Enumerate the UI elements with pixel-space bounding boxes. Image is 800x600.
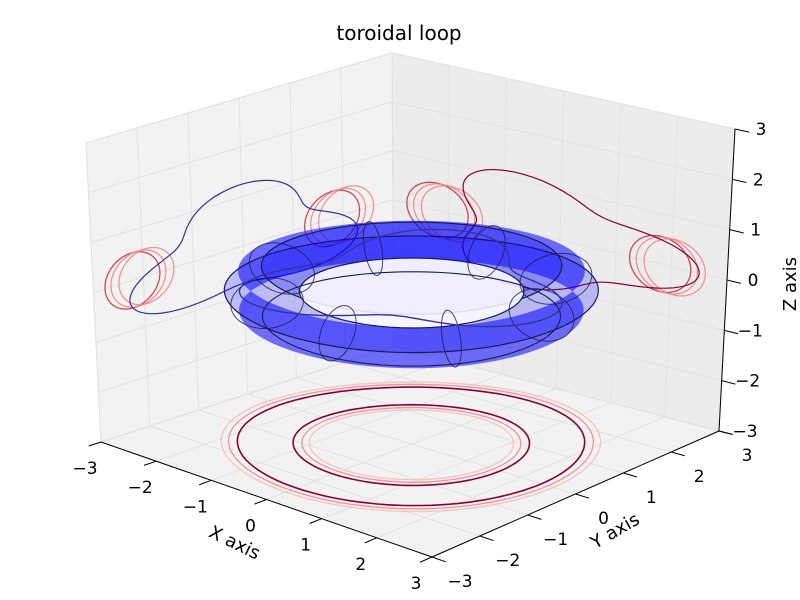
y-tick-mark [671,451,685,457]
z-tick-label: −1 [738,321,763,341]
ticks: −3 −2 −1 0 1 2 3 −3 −2 −1 0 1 2 3 −3 −2 −1 0 1 2 3 [72,120,766,594]
x-tick-mark [254,499,267,505]
torus-meridian [519,253,593,305]
y-tick-label: 0 [598,509,609,529]
y-tick-label: 3 [742,446,753,466]
xz-projection-ring [635,236,699,295]
torus-surface [223,220,599,369]
torus-meridian [363,220,384,277]
y-tick-mark [575,493,590,499]
yz-projection-ring [110,249,167,308]
z-tick-mark [729,229,744,234]
y-axis-label: Y axis [586,509,643,554]
grid-line-z [85,52,736,144]
torus-meridian [467,225,506,280]
x-tick-label: 2 [355,555,366,575]
z-tick-mark [734,128,750,133]
torus-meridian [440,309,462,368]
chart-title: toroidal loop [336,21,461,45]
floor-projection-ring [308,409,515,481]
x-tick-label: −2 [128,478,153,498]
xz-projection-ring [643,238,706,297]
z-tick-mark [721,380,736,385]
torus-body [238,220,585,369]
floor-projection-ring [227,383,595,510]
floor-projection-ring [236,386,586,507]
grid-lines [85,52,736,558]
xz-wall-projections [406,168,706,297]
floor-projection-ring [292,403,531,487]
x-tick-label: −1 [183,497,208,517]
y-tick-label: 1 [646,488,657,508]
z-tick-mark [732,178,747,184]
torus-meridian [248,242,316,295]
x-tick-label: 0 [245,517,256,537]
y-tick-label: −2 [495,551,520,571]
z-axis-label: Z axis [780,257,800,311]
y-tick-label: −1 [543,530,568,550]
z-tick-mark [718,430,733,436]
z-tick-label: 1 [750,221,761,241]
torus-meridian [230,277,304,330]
y-tick-mark [431,556,446,563]
loop-front [238,228,563,328]
y-tick-mark [623,472,638,478]
y-tick-mark [527,514,542,520]
y-tick-label: 2 [694,467,705,487]
z-tick-label: −2 [735,372,760,392]
yz-projection-ring [104,251,161,310]
z-tick-label: 2 [753,170,764,190]
x-tick-mark [309,518,322,524]
floor-projection-ring [220,381,602,513]
z-tick-label: 0 [748,271,759,291]
z-tick-label: 3 [756,120,767,140]
x-tick-label: −3 [72,459,97,479]
x-tick-mark [419,556,433,563]
z-tick-mark [724,329,739,335]
z-tick-label: −3 [732,422,757,442]
xz-projection-ring [628,234,692,294]
x-tick-mark [364,537,378,544]
loop-curve [238,228,563,328]
floor-projections [220,381,602,513]
y-tick-label: −3 [447,572,472,592]
x-tick-mark [88,441,102,447]
yz-projection-ring [118,246,175,306]
y-tick-mark [479,535,494,542]
x-tick-label: 3 [411,574,422,594]
z-tick-mark [726,279,742,284]
floor-projection-ring [301,406,522,483]
x-tick-mark [199,479,212,486]
x-tick-label: 1 [300,536,311,556]
torus-bottom-ring [261,271,562,367]
x-tick-mark [143,460,157,466]
xz-loop-projection [462,168,700,291]
